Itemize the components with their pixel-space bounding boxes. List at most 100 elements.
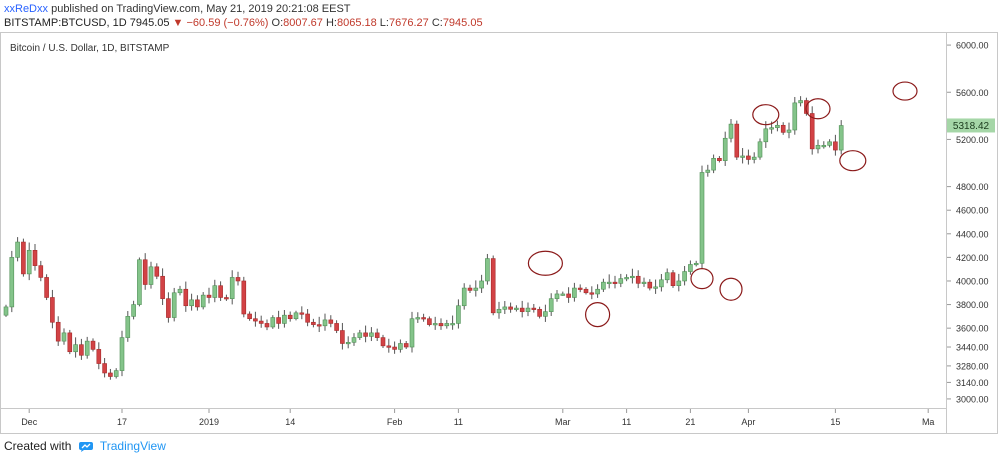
candle-body bbox=[461, 287, 467, 307]
candle-body bbox=[664, 272, 670, 281]
candle-body bbox=[357, 332, 363, 338]
current-price-label: 5318.42 bbox=[953, 121, 990, 132]
candle-body bbox=[572, 287, 577, 298]
price-chart[interactable]: Bitcoin / U.S. Dollar, 1D, BITSTAMP 6000… bbox=[0, 32, 998, 434]
candle-body bbox=[212, 285, 218, 298]
price-tick-label: 6000.00 bbox=[956, 41, 989, 51]
candle-body bbox=[166, 298, 171, 318]
candle-body bbox=[102, 363, 107, 374]
high-value: 8065.18 bbox=[336, 17, 377, 29]
candle-body bbox=[450, 323, 455, 326]
candle-body bbox=[490, 258, 496, 314]
time-axis: Dec 17 2019 14 Feb 11 Mar 11 21 Apr 15 Ma bbox=[21, 409, 934, 427]
candle-body bbox=[171, 292, 177, 318]
time-tick-label: 21 bbox=[685, 417, 695, 427]
candle-body bbox=[751, 156, 757, 160]
candle-body bbox=[108, 372, 113, 377]
candle-body bbox=[316, 324, 322, 327]
candle-body bbox=[734, 123, 740, 158]
candle-body bbox=[398, 343, 403, 350]
candle-body bbox=[183, 288, 189, 307]
candle-body bbox=[682, 271, 687, 282]
candle-body bbox=[421, 317, 426, 320]
price-axis: 6000.00 5600.00 5200.00 4800.00 4600.00 4400.… bbox=[947, 41, 989, 404]
candle-body bbox=[374, 332, 380, 338]
candle-body bbox=[224, 297, 229, 300]
candle-body bbox=[264, 323, 270, 328]
price-tick-label: 3140.00 bbox=[956, 378, 989, 388]
candle-body bbox=[531, 307, 537, 310]
candle-body bbox=[125, 316, 131, 338]
candle-body bbox=[293, 312, 299, 320]
candle-body bbox=[380, 337, 386, 347]
candle-body bbox=[299, 312, 305, 315]
candle-body bbox=[560, 293, 566, 296]
candle-body bbox=[757, 141, 763, 158]
candle-body bbox=[67, 332, 73, 353]
price-tag: 5318.42 bbox=[947, 118, 995, 133]
candle-body bbox=[711, 158, 716, 171]
candle-body bbox=[479, 280, 484, 289]
chart-svg[interactable]: Bitcoin / U.S. Dollar, 1D, BITSTAMP 6000… bbox=[0, 32, 998, 434]
chart-title: Bitcoin / U.S. Dollar, 1D, BITSTAMP bbox=[10, 43, 170, 54]
publish-info: xxReDxx published on TradingView.com, Ma… bbox=[4, 2, 994, 16]
candle-body bbox=[670, 272, 676, 286]
candle-body bbox=[798, 100, 803, 104]
time-tick-label: 2019 bbox=[199, 417, 219, 427]
candle-body bbox=[589, 292, 595, 295]
candle-body bbox=[363, 332, 368, 337]
chart-header: xxReDxx published on TradingView.com, Ma… bbox=[4, 2, 994, 32]
candle-body bbox=[21, 241, 26, 275]
publisher-link[interactable]: xxReDxx bbox=[4, 3, 49, 15]
candle-body bbox=[606, 281, 612, 284]
candle-body bbox=[583, 288, 589, 294]
time-tick-label: 14 bbox=[285, 417, 295, 427]
candle-body bbox=[746, 155, 751, 160]
close-value: 7945.05 bbox=[442, 17, 483, 29]
candle-body bbox=[38, 265, 44, 278]
candle-body bbox=[444, 323, 450, 327]
candle-body bbox=[827, 141, 832, 146]
candle-body bbox=[601, 281, 606, 290]
candle-body bbox=[415, 317, 421, 320]
candle-body bbox=[780, 124, 786, 133]
chart-frame bbox=[0, 32, 998, 434]
candle-body bbox=[496, 308, 502, 314]
price-tick-label: 4000.00 bbox=[956, 276, 989, 286]
candle-body bbox=[328, 319, 334, 324]
candle-body bbox=[340, 330, 345, 344]
candle-body bbox=[543, 311, 548, 317]
time-tick-label: 11 bbox=[622, 417, 631, 427]
candle-body bbox=[676, 280, 682, 286]
candle-body bbox=[502, 306, 508, 310]
candle-body bbox=[119, 337, 125, 371]
candle-body bbox=[142, 259, 148, 285]
candle-body bbox=[189, 299, 194, 307]
candle-body bbox=[722, 137, 728, 161]
candle-body bbox=[792, 102, 798, 131]
price-tick-label: 3280.00 bbox=[956, 361, 989, 371]
candle-body bbox=[113, 370, 119, 377]
price-tick-label: 3440.00 bbox=[956, 343, 989, 353]
candle-body bbox=[235, 277, 241, 282]
candle-body bbox=[427, 318, 432, 325]
time-tick-label: Feb bbox=[387, 417, 403, 427]
candle-body bbox=[403, 343, 409, 348]
candle-body bbox=[247, 313, 252, 320]
tradingview-brand-link[interactable]: TradingView bbox=[99, 439, 166, 453]
candle-body bbox=[438, 323, 444, 327]
candle-body bbox=[537, 308, 542, 317]
candle-body bbox=[688, 264, 693, 272]
candle-body bbox=[775, 124, 780, 128]
candle-body bbox=[154, 266, 160, 277]
price-tick-label: 5200.00 bbox=[956, 135, 989, 145]
close-label: C: bbox=[431, 17, 443, 29]
candle-body bbox=[55, 321, 61, 342]
symbol-label: BITSTAMP:BTCUSD, 1D bbox=[4, 17, 127, 29]
price-tick-label: 4600.00 bbox=[956, 206, 989, 216]
candle-body bbox=[525, 307, 531, 312]
candle-body bbox=[508, 306, 513, 310]
candle-body bbox=[160, 275, 165, 299]
candle-body bbox=[566, 293, 571, 298]
time-tick-label: 15 bbox=[830, 417, 840, 427]
